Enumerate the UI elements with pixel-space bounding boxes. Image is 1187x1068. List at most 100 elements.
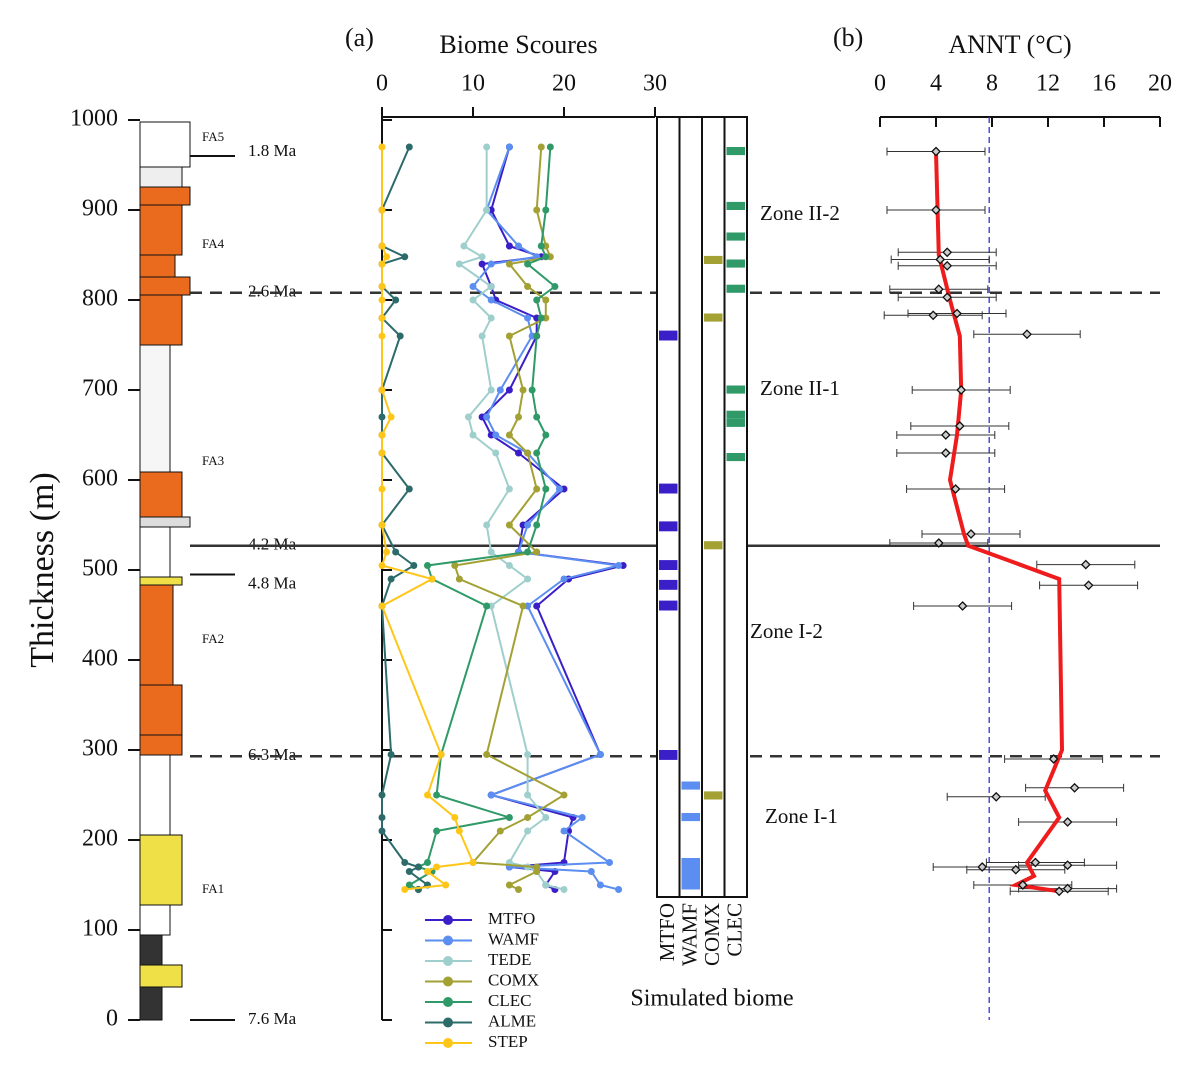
biome-bar xyxy=(726,259,745,268)
point xyxy=(469,296,477,304)
point xyxy=(533,413,541,421)
point xyxy=(940,448,951,458)
legend-marker xyxy=(443,935,453,946)
legend-marker xyxy=(443,1038,453,1048)
y-tick-label: 1000 xyxy=(70,106,118,132)
point xyxy=(533,296,541,304)
age-label: 6.3 Ma xyxy=(248,745,297,764)
y-tick-label: 400 xyxy=(82,646,118,672)
point xyxy=(524,449,532,457)
point xyxy=(378,431,386,439)
zone-label: Zone II-1 xyxy=(760,376,840,400)
point xyxy=(928,310,939,321)
point xyxy=(405,485,413,493)
point xyxy=(469,859,477,866)
point xyxy=(401,859,409,866)
point xyxy=(455,260,463,268)
point xyxy=(483,751,491,758)
point xyxy=(401,886,409,893)
lithology-column xyxy=(139,121,191,1021)
point xyxy=(378,791,386,799)
point xyxy=(615,886,623,893)
point xyxy=(533,206,541,214)
point xyxy=(478,260,486,268)
facies-label: FA3 xyxy=(202,453,224,468)
legend-label: WAMF xyxy=(488,929,539,948)
point xyxy=(542,814,550,821)
y-tick-label: 600 xyxy=(82,466,118,492)
point xyxy=(515,413,522,421)
point xyxy=(455,827,463,835)
point xyxy=(615,562,623,569)
point xyxy=(1030,857,1041,868)
trend-line xyxy=(934,151,1065,894)
point xyxy=(524,814,532,821)
y-tick-label: 100 xyxy=(82,916,118,942)
point xyxy=(542,253,550,261)
point xyxy=(505,431,513,439)
point xyxy=(1069,782,1080,793)
plot: Thickness (m)010020030040050060070080090… xyxy=(24,23,1172,1051)
point xyxy=(487,296,495,304)
point xyxy=(1017,880,1028,890)
point xyxy=(542,206,550,214)
point xyxy=(387,575,395,583)
point xyxy=(533,485,541,493)
point xyxy=(387,413,395,421)
point xyxy=(483,413,491,421)
point xyxy=(560,886,568,893)
x-tick-label: 20 xyxy=(552,71,576,97)
point xyxy=(533,449,541,457)
zone-label: Zone II-2 xyxy=(760,201,840,225)
y-tick-label: 800 xyxy=(82,286,118,312)
point xyxy=(537,143,545,151)
point xyxy=(560,827,568,835)
point xyxy=(533,602,541,610)
point xyxy=(451,562,459,569)
point xyxy=(555,485,563,493)
y-tick-label: 900 xyxy=(82,196,118,222)
point xyxy=(515,886,522,893)
point xyxy=(542,431,550,439)
point xyxy=(478,253,486,261)
legend-label: TEDE xyxy=(488,950,531,969)
point xyxy=(956,385,967,395)
point xyxy=(405,881,413,889)
point xyxy=(991,791,1002,802)
x-tick-label: 4 xyxy=(930,71,942,97)
biome-bar xyxy=(659,521,678,532)
point xyxy=(487,314,495,322)
biome-bar xyxy=(726,418,745,427)
biome-bar xyxy=(726,232,745,241)
category-label: CLEC xyxy=(723,903,747,957)
biome-bar xyxy=(726,284,745,293)
point xyxy=(533,521,541,529)
biome-bar xyxy=(704,313,723,322)
biome-bar xyxy=(726,410,745,419)
point xyxy=(524,575,532,583)
x-tick-label: 0 xyxy=(376,71,388,97)
point xyxy=(378,296,386,304)
biome-column xyxy=(656,116,681,898)
point xyxy=(942,292,953,303)
point xyxy=(405,143,413,151)
y-tick-label: 300 xyxy=(82,736,118,762)
legend-marker xyxy=(443,956,453,966)
series-line xyxy=(380,147,475,891)
point xyxy=(560,791,568,799)
biome-bar xyxy=(659,750,678,760)
point xyxy=(424,859,431,866)
point xyxy=(519,602,527,610)
point xyxy=(392,296,400,304)
legend-marker xyxy=(443,915,453,925)
y-tick-label: 500 xyxy=(82,556,118,582)
age-label: 1.8 Ma xyxy=(248,141,297,160)
point xyxy=(537,314,545,322)
x-tick-label: 12 xyxy=(1036,71,1060,97)
point xyxy=(392,548,400,556)
point xyxy=(524,521,532,529)
point xyxy=(505,242,513,250)
point xyxy=(492,431,500,439)
point xyxy=(378,314,386,322)
